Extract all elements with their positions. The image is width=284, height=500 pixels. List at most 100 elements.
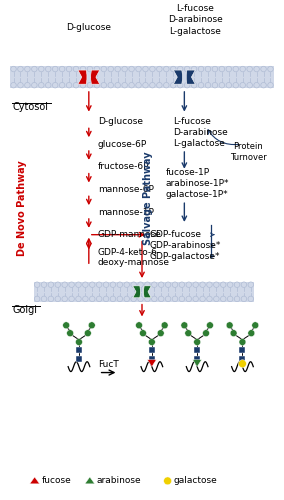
Circle shape <box>32 82 37 88</box>
Circle shape <box>108 66 114 72</box>
Circle shape <box>145 282 150 288</box>
Circle shape <box>185 330 192 336</box>
Circle shape <box>150 66 155 72</box>
Circle shape <box>76 282 81 288</box>
Circle shape <box>179 282 185 288</box>
Circle shape <box>239 338 246 345</box>
Circle shape <box>83 296 88 302</box>
Circle shape <box>122 82 128 88</box>
Bar <box>10 66 274 88</box>
Circle shape <box>156 82 162 88</box>
Circle shape <box>39 82 44 88</box>
Circle shape <box>252 322 259 328</box>
Circle shape <box>191 82 197 88</box>
Circle shape <box>247 66 252 72</box>
Text: Protein
Turnover: Protein Turnover <box>230 142 267 162</box>
Circle shape <box>157 330 164 336</box>
Polygon shape <box>174 70 182 84</box>
Circle shape <box>101 66 106 72</box>
Circle shape <box>136 82 141 88</box>
Circle shape <box>214 282 219 288</box>
Circle shape <box>227 296 233 302</box>
Circle shape <box>184 66 190 72</box>
Circle shape <box>124 296 130 302</box>
Polygon shape <box>91 70 100 84</box>
Circle shape <box>122 66 128 72</box>
Circle shape <box>87 66 93 72</box>
Circle shape <box>202 330 210 336</box>
Circle shape <box>136 66 141 72</box>
Circle shape <box>80 66 86 72</box>
Circle shape <box>139 330 147 336</box>
Bar <box>194 356 200 362</box>
Circle shape <box>161 322 168 328</box>
Polygon shape <box>147 360 156 366</box>
Circle shape <box>233 66 239 72</box>
Circle shape <box>181 322 188 328</box>
Circle shape <box>53 82 58 88</box>
Circle shape <box>96 282 102 288</box>
Circle shape <box>45 66 51 72</box>
Circle shape <box>96 296 102 302</box>
Circle shape <box>247 82 252 88</box>
Circle shape <box>94 66 100 72</box>
Text: L-fucose
D-arabinose
L-galactose: L-fucose D-arabinose L-galactose <box>168 4 223 36</box>
Circle shape <box>34 282 40 288</box>
Circle shape <box>53 66 58 72</box>
Circle shape <box>268 66 273 72</box>
Circle shape <box>158 282 164 288</box>
Circle shape <box>41 282 47 288</box>
Circle shape <box>172 282 178 288</box>
Circle shape <box>230 330 237 336</box>
Circle shape <box>143 66 148 72</box>
Circle shape <box>178 66 183 72</box>
Circle shape <box>194 338 201 345</box>
Circle shape <box>193 282 199 288</box>
Circle shape <box>80 82 86 88</box>
Circle shape <box>268 82 273 88</box>
Circle shape <box>186 282 191 288</box>
Circle shape <box>191 66 197 72</box>
Circle shape <box>239 360 247 368</box>
Circle shape <box>241 282 247 288</box>
Circle shape <box>41 296 47 302</box>
Circle shape <box>11 66 16 72</box>
Circle shape <box>206 322 213 328</box>
Circle shape <box>101 82 106 88</box>
Polygon shape <box>193 360 202 366</box>
Text: D-glucose: D-glucose <box>98 117 143 126</box>
Circle shape <box>117 282 123 288</box>
Circle shape <box>205 82 211 88</box>
Text: GDP-mannose: GDP-mannose <box>98 230 161 239</box>
Circle shape <box>172 296 178 302</box>
Circle shape <box>124 282 130 288</box>
Text: GDP-4-keto-6-
deoxy-mannose: GDP-4-keto-6- deoxy-mannose <box>98 248 170 267</box>
Circle shape <box>254 66 259 72</box>
Circle shape <box>240 66 245 72</box>
Circle shape <box>138 296 143 302</box>
Circle shape <box>248 282 254 288</box>
Circle shape <box>55 282 60 288</box>
Circle shape <box>32 66 37 72</box>
Text: mannose-6P: mannose-6P <box>98 185 154 194</box>
Circle shape <box>156 66 162 72</box>
Circle shape <box>150 82 155 88</box>
Circle shape <box>76 296 81 302</box>
Circle shape <box>115 66 120 72</box>
Circle shape <box>110 296 116 302</box>
Circle shape <box>138 282 143 288</box>
Circle shape <box>66 82 72 88</box>
Circle shape <box>63 322 70 328</box>
Circle shape <box>179 296 185 302</box>
Text: fucose-1P
arabinose-1P*
galactose-1P*: fucose-1P arabinose-1P* galactose-1P* <box>166 168 229 199</box>
Bar <box>194 347 200 353</box>
Circle shape <box>226 66 231 72</box>
Bar <box>239 347 245 353</box>
Bar <box>149 356 155 362</box>
Circle shape <box>198 66 204 72</box>
Circle shape <box>240 82 245 88</box>
Circle shape <box>254 82 259 88</box>
Circle shape <box>69 282 74 288</box>
Polygon shape <box>186 70 195 84</box>
Circle shape <box>59 66 65 72</box>
